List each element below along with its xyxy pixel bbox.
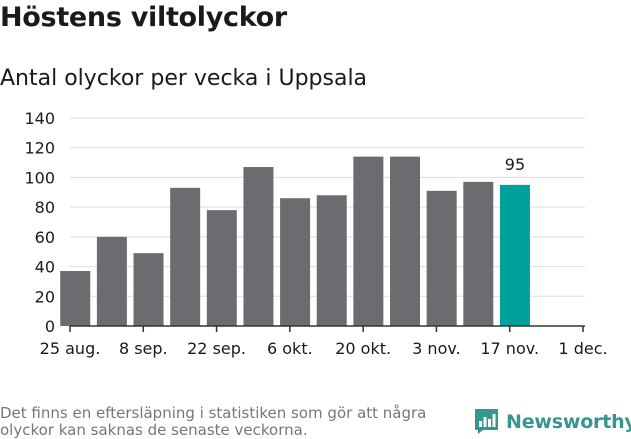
data-label: 95 [505, 155, 525, 174]
y-tick-label: 80 [35, 198, 55, 217]
y-tick-label: 100 [24, 168, 55, 187]
bar [96, 236, 127, 326]
bar [426, 190, 457, 326]
x-tick-label: 22 sep. [187, 339, 246, 358]
bar-highlighted [499, 184, 530, 326]
newsworthy-brand[interactable]: Newsworthy [474, 408, 631, 435]
x-tick-label: 1 dec. [558, 339, 607, 358]
chart-title: Höstens viltolyckor [0, 2, 287, 33]
bar [133, 253, 164, 326]
bar-chart: 0 20 40 60 80 100 120 140 95 25 aug. 8 sep. 22 se… [24, 109, 608, 358]
bar [170, 187, 201, 326]
y-axis-labels: 0 20 40 60 80 100 120 140 [24, 109, 55, 336]
bars [60, 156, 530, 326]
y-tick-label: 40 [35, 258, 55, 277]
y-tick-label: 120 [24, 139, 55, 158]
bar [316, 195, 347, 326]
y-tick-label: 140 [24, 109, 55, 128]
x-tick-label: 25 aug. [40, 339, 101, 358]
data-labels: 95 [505, 155, 525, 174]
bar [390, 156, 421, 326]
x-tick-label: 20 okt. [335, 339, 391, 358]
x-axis: 25 aug. 8 sep. 22 sep. 6 okt. 20 okt. 3 nov. 1… [40, 325, 608, 358]
chart-subtitle: Antal olyckor per vecka i Uppsala [0, 66, 368, 91]
newsworthy-logo-icon [475, 409, 498, 434]
y-tick-label: 60 [35, 228, 55, 247]
bar [463, 181, 494, 326]
bar [60, 271, 91, 326]
x-tick-label: 8 sep. [119, 339, 168, 358]
bar [353, 156, 384, 326]
y-tick-label: 20 [35, 287, 55, 306]
x-tick-label: 17 nov. [480, 339, 539, 358]
bar [280, 198, 311, 326]
bar [206, 210, 237, 326]
bar [243, 167, 274, 326]
footnote: Det finns en eftersläpning i statistiken… [0, 404, 427, 439]
x-tick-label: 6 okt. [267, 339, 313, 358]
y-tick-label: 0 [45, 317, 55, 336]
x-tick-label: 3 nov. [412, 339, 461, 358]
brand-name: Newsworthy [506, 410, 631, 433]
